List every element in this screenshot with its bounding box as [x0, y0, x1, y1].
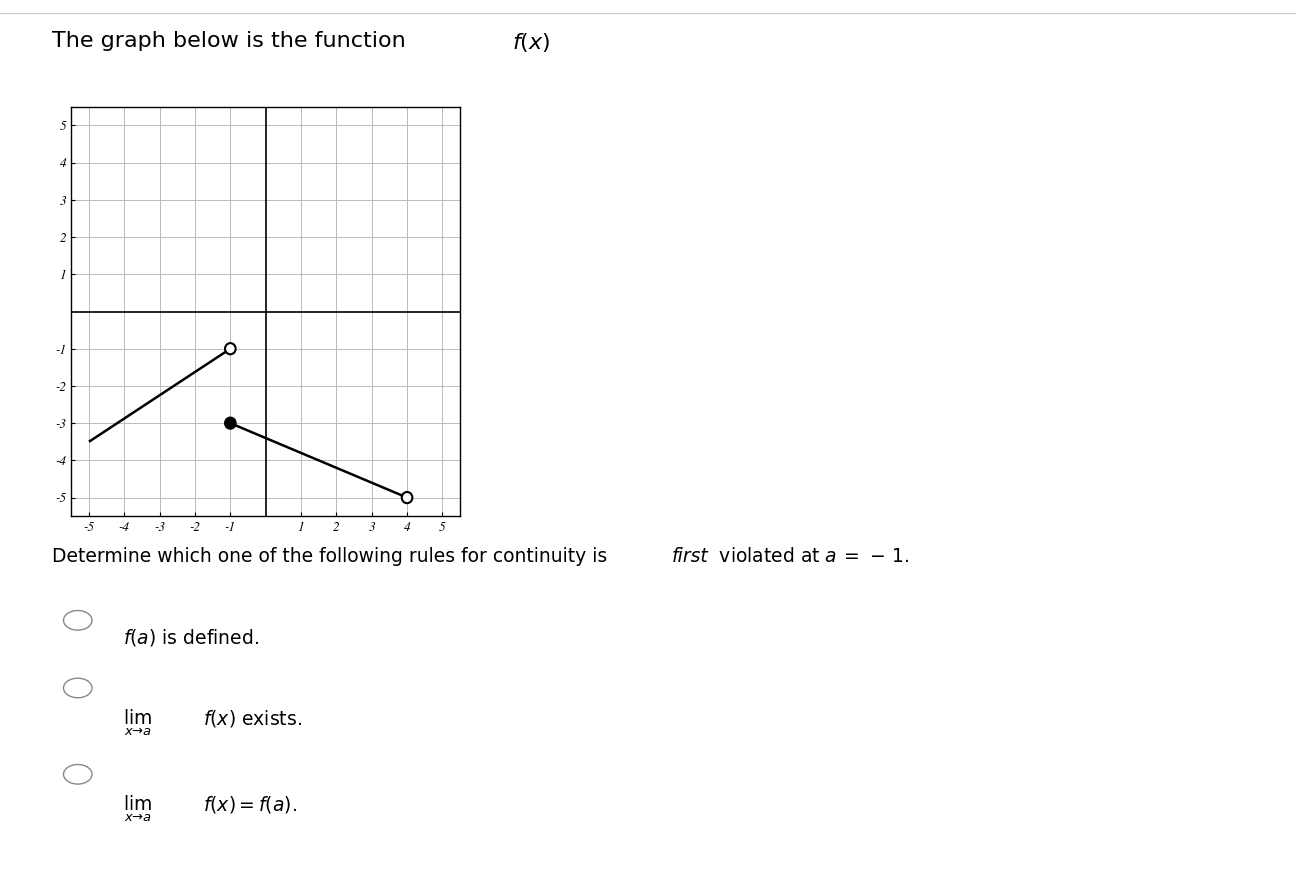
- Text: $f(x)$ exists.: $f(x)$ exists.: [203, 708, 302, 729]
- Text: $f(a)$ is defined.: $f(a)$ is defined.: [123, 627, 259, 649]
- Circle shape: [402, 492, 412, 503]
- Text: The graph below is the function: The graph below is the function: [52, 31, 412, 51]
- Circle shape: [226, 344, 236, 354]
- Text: $\lim_{x \to a}$: $\lim_{x \to a}$: [123, 708, 153, 738]
- Text: $f(x)$: $f(x)$: [512, 31, 551, 54]
- Text: first: first: [671, 547, 708, 566]
- Text: $f(x) = f(a)$.: $f(x) = f(a)$.: [203, 794, 297, 815]
- Circle shape: [226, 417, 236, 429]
- Text: violated at $a\,=\,-\,1$.: violated at $a\,=\,-\,1$.: [713, 547, 910, 566]
- Text: Determine which one of the following rules for continuity is: Determine which one of the following rul…: [52, 547, 613, 566]
- Text: $\lim_{x \to a}$: $\lim_{x \to a}$: [123, 794, 153, 824]
